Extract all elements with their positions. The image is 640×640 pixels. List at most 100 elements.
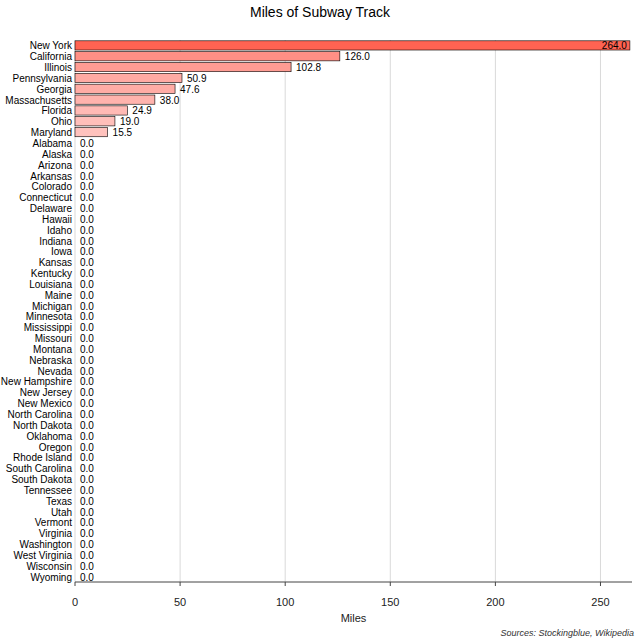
data-label: 0.0	[80, 474, 94, 485]
bar	[75, 203, 76, 212]
bar	[75, 539, 76, 548]
category-label: Massachusetts	[5, 95, 72, 106]
data-label: 126.0	[345, 51, 370, 62]
category-label: Washington	[20, 539, 72, 550]
data-label: 0.0	[80, 160, 94, 171]
data-label: 0.0	[80, 236, 94, 247]
data-label: 0.0	[80, 192, 94, 203]
category-label: North Dakota	[13, 420, 72, 431]
category-label: California	[30, 51, 73, 62]
category-label: Arizona	[38, 160, 72, 171]
category-label: Indiana	[39, 236, 72, 247]
category-label: New Mexico	[18, 398, 73, 409]
data-label: 0.0	[80, 181, 94, 192]
tick-mark	[495, 582, 496, 586]
category-label: Montana	[33, 344, 72, 355]
bar	[75, 420, 76, 429]
category-label: Iowa	[51, 246, 73, 257]
bar	[75, 518, 76, 527]
bar	[75, 106, 127, 115]
data-label: 0.0	[80, 561, 94, 572]
grid-line	[180, 40, 181, 582]
data-label: 0.0	[80, 225, 94, 236]
data-label: 0.0	[80, 507, 94, 518]
bar	[75, 52, 340, 61]
bar	[75, 117, 115, 126]
data-label: 0.0	[80, 528, 94, 539]
category-label: Rhode Island	[13, 452, 72, 463]
category-label: New Jersey	[20, 387, 72, 398]
data-label: 0.0	[80, 344, 94, 355]
data-label: 264.0	[602, 40, 627, 51]
tick-label: 250	[591, 596, 609, 608]
data-label: 0.0	[80, 442, 94, 453]
data-label: 0.0	[80, 398, 94, 409]
data-label: 15.5	[113, 127, 133, 138]
bar	[75, 95, 155, 104]
category-label: Georgia	[36, 84, 72, 95]
category-label: Texas	[46, 496, 72, 507]
bar	[75, 474, 76, 483]
data-label: 0.0	[80, 550, 94, 561]
x-axis-line	[75, 582, 632, 583]
bar	[75, 171, 76, 180]
data-label: 0.0	[80, 268, 94, 279]
data-label: 0.0	[80, 214, 94, 225]
bar	[75, 138, 76, 147]
data-label: 0.0	[80, 149, 94, 160]
data-label: 0.0	[80, 355, 94, 366]
data-label: 0.0	[80, 517, 94, 528]
tick-label: 100	[276, 596, 294, 608]
tick-label: 0	[72, 596, 78, 608]
bar	[75, 496, 76, 505]
category-label: Oregon	[39, 442, 72, 453]
data-label: 0.0	[80, 420, 94, 431]
data-label: 0.0	[80, 376, 94, 387]
data-label: 0.0	[80, 203, 94, 214]
bar	[75, 344, 76, 353]
category-label: Mississippi	[24, 322, 72, 333]
data-label: 19.0	[120, 116, 140, 127]
bar	[75, 312, 76, 321]
category-label: Maine	[45, 290, 73, 301]
category-label: Connecticut	[19, 192, 72, 203]
data-label: 0.0	[80, 431, 94, 442]
category-label: Arkansas	[30, 171, 72, 182]
bar	[75, 323, 76, 332]
bar	[75, 529, 76, 538]
category-label: Kansas	[39, 257, 72, 268]
bar	[75, 290, 76, 299]
bar	[75, 62, 291, 71]
bar	[75, 41, 630, 50]
category-label: New Hampshire	[1, 376, 73, 387]
bar	[75, 73, 182, 82]
category-label: Vermont	[35, 517, 72, 528]
grid-line	[285, 40, 286, 582]
data-label: 0.0	[80, 246, 94, 257]
category-label: Louisiana	[29, 279, 72, 290]
tick-label: 200	[486, 596, 504, 608]
category-label: Colorado	[31, 181, 72, 192]
bar	[75, 355, 76, 364]
category-label: Missouri	[35, 333, 72, 344]
chart-root: Miles of Subway Track050100150200250New …	[0, 0, 640, 640]
category-label: Hawaii	[42, 214, 72, 225]
category-label: New York	[30, 40, 73, 51]
data-label: 0.0	[80, 409, 94, 420]
data-label: 0.0	[80, 452, 94, 463]
data-label: 0.0	[80, 322, 94, 333]
bar	[75, 160, 76, 169]
category-label: Nebraska	[29, 355, 72, 366]
bar	[75, 377, 76, 386]
bar	[75, 214, 76, 223]
bar	[75, 485, 76, 494]
bar	[75, 84, 175, 93]
tick-mark	[180, 582, 181, 586]
category-label: Pennsylvania	[13, 73, 73, 84]
bar	[75, 149, 76, 158]
grid-line	[390, 40, 391, 582]
category-label: Tennessee	[24, 485, 73, 496]
bar	[75, 399, 76, 408]
data-label: 47.6	[180, 84, 200, 95]
data-label: 0.0	[80, 572, 94, 583]
